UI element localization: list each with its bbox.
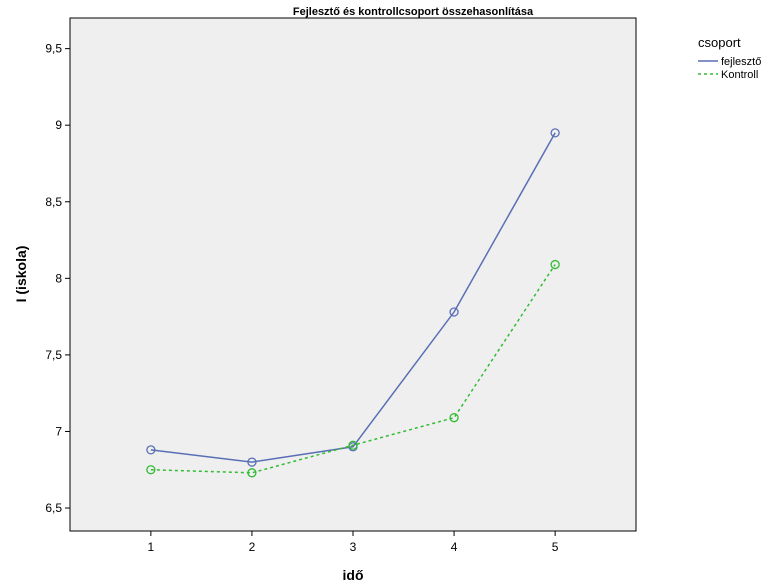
x-tick-label: 1: [148, 540, 155, 554]
legend-title: csoport: [698, 35, 741, 50]
x-tick-label: 5: [552, 540, 559, 554]
y-axis-title: I (iskola): [13, 246, 29, 303]
data-point-fejleszt-: [449, 307, 459, 317]
y-tick-label: 7,5: [45, 348, 62, 362]
x-tick-label: 4: [451, 540, 458, 554]
y-tick-label: 8: [55, 271, 62, 285]
legend-label: Kontroll: [721, 69, 758, 81]
y-axis: 6,5 7 7,5 8 8,5 9 9,5: [45, 42, 70, 515]
x-tick-label: 3: [350, 540, 357, 554]
data-point-fejleszt-: [146, 445, 156, 455]
x-axis-title: idő: [343, 567, 364, 583]
y-tick-label: 8,5: [45, 195, 62, 209]
chart-title: Fejlesztő és kontrollcsoport összehasonl…: [293, 6, 534, 18]
x-axis: 1 2 3 4 5: [148, 531, 559, 554]
plot-area: [69, 17, 637, 532]
data-point-fejleszt-: [550, 128, 560, 138]
data-point-kontroll: [146, 465, 156, 475]
y-tick-label: 9,5: [45, 42, 62, 56]
data-point-kontroll: [449, 413, 459, 423]
series-line-kontroll: [150, 264, 556, 474]
data-point-kontroll: [550, 259, 560, 270]
y-tick-label: 7: [55, 424, 62, 438]
y-tick-label: 6,5: [45, 501, 62, 515]
legend-label: fejlesztő: [721, 56, 761, 68]
data-point-kontroll: [247, 468, 257, 478]
y-tick-label: 9: [55, 118, 62, 132]
x-tick-label: 2: [249, 540, 256, 554]
series-layer: [146, 128, 560, 478]
data-point-fejleszt-: [247, 457, 257, 467]
data-point-kontroll: [348, 440, 358, 450]
series-line-fejleszt-: [150, 132, 556, 463]
